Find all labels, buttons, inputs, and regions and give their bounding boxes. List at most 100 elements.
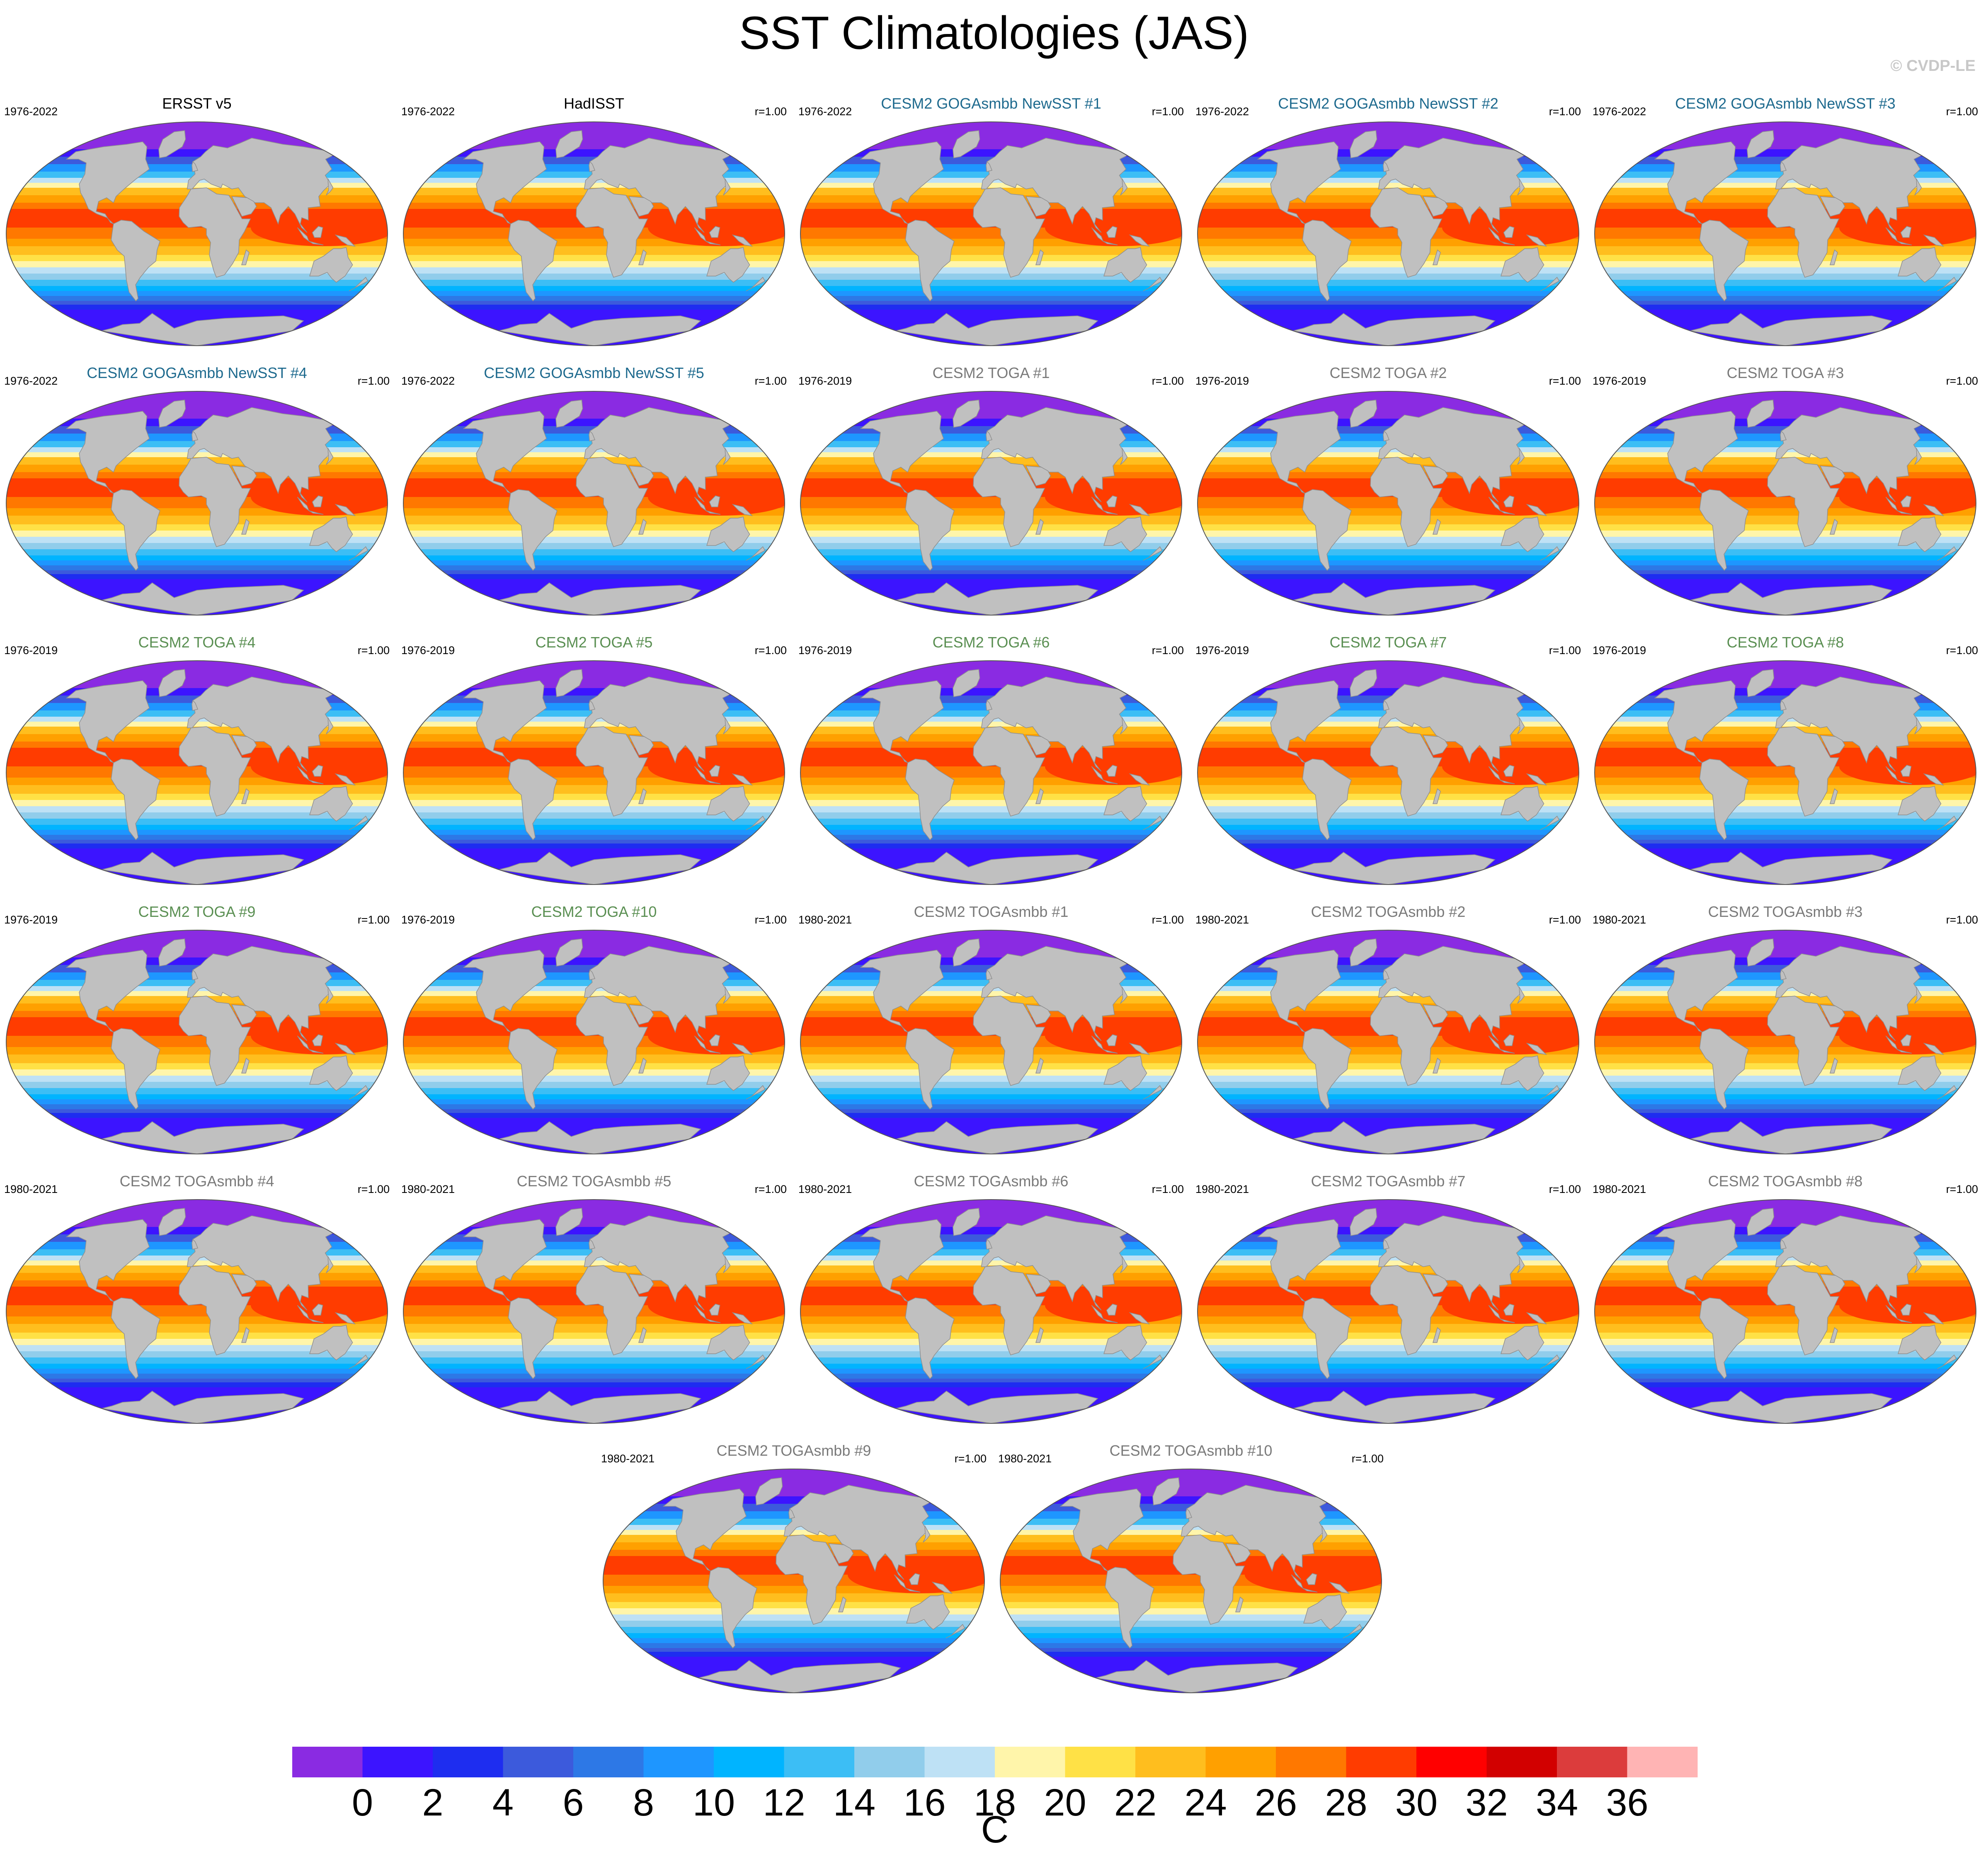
land-south-america xyxy=(508,1297,558,1379)
land-north-america xyxy=(1654,950,1738,1033)
land-japan xyxy=(723,447,731,465)
land-africa xyxy=(1370,187,1443,278)
panel-title: CESM2 TOGAsmbb #3 xyxy=(1708,903,1863,920)
panel-correlation: r=1.00 xyxy=(1152,1183,1184,1195)
sst-band xyxy=(1198,1076,1579,1082)
sst-band xyxy=(1595,280,1976,286)
sst-band xyxy=(1595,286,1976,291)
sst-band xyxy=(6,267,388,274)
warm-pool xyxy=(1045,209,1182,246)
land-borneo xyxy=(909,1573,920,1585)
sst-band xyxy=(800,1069,1182,1076)
land-africa xyxy=(179,996,251,1086)
land-eurasia xyxy=(187,138,334,233)
map-border xyxy=(403,1199,785,1424)
colorbar-tick-label: 16 xyxy=(903,1782,946,1824)
colorbar-tick-label: 24 xyxy=(1184,1782,1227,1824)
sst-band xyxy=(403,1382,785,1388)
warm-pool xyxy=(1442,478,1579,516)
colorbar-tick-label: 14 xyxy=(833,1782,875,1824)
panel-period: 1976-2022 xyxy=(798,105,852,118)
sst-map xyxy=(1197,930,1579,1154)
land-south-america xyxy=(111,1297,160,1379)
land-africa xyxy=(179,457,251,547)
warm-pool xyxy=(1442,209,1579,246)
land-antarctica xyxy=(896,852,1098,885)
land-new-zealand xyxy=(349,546,369,561)
sst-band xyxy=(800,1333,1182,1339)
panel-correlation: r=1.00 xyxy=(1946,644,1978,657)
sst-map xyxy=(800,391,1182,616)
land-uk xyxy=(1780,1239,1787,1250)
sst-band xyxy=(1198,1104,1579,1110)
land-japan xyxy=(1120,717,1128,734)
land-arabia xyxy=(1423,1274,1448,1294)
sst-band xyxy=(403,531,785,537)
land-antarctica xyxy=(499,582,701,615)
colorbar-swatch xyxy=(854,1747,925,1777)
land-south-america xyxy=(508,1028,558,1110)
sst-band xyxy=(800,565,1182,571)
sst-band xyxy=(800,549,1182,556)
land-antarctica xyxy=(896,313,1098,346)
land-antarctica xyxy=(102,852,304,885)
land-africa xyxy=(1767,726,1840,817)
land-australia xyxy=(309,1325,353,1360)
land-africa xyxy=(576,1265,648,1355)
panel-title: CESM2 GOGAsmbb NewSST #4 xyxy=(87,364,307,381)
land-australia xyxy=(706,247,750,283)
land-new-zealand xyxy=(1937,1354,1957,1369)
panel-period: 1976-2019 xyxy=(798,375,852,387)
land-australia xyxy=(309,1055,353,1091)
sst-band xyxy=(403,1113,785,1118)
sst-band xyxy=(6,806,388,813)
map-border xyxy=(800,121,1182,346)
sst-band xyxy=(1198,549,1579,556)
sst-band xyxy=(6,830,388,835)
sst-band xyxy=(800,1357,1182,1364)
land-japan xyxy=(326,717,334,734)
land-eurasia xyxy=(981,138,1128,233)
land-antarctica xyxy=(1690,852,1893,885)
land-borneo xyxy=(709,495,720,507)
land-australia xyxy=(1103,1325,1147,1360)
land-madagascar xyxy=(1035,1327,1044,1343)
sst-band xyxy=(1198,296,1579,301)
land-indonesia-b xyxy=(705,1049,721,1054)
land-borneo xyxy=(709,765,720,777)
panel-title: CESM2 TOGA #9 xyxy=(138,903,256,920)
land-new-guinea xyxy=(1923,1042,1944,1055)
panel-period: 1976-2019 xyxy=(798,644,852,657)
sst-map xyxy=(800,660,1182,885)
land-greenland xyxy=(755,1477,783,1505)
sst-band xyxy=(1595,296,1976,301)
sst-band xyxy=(403,286,785,291)
sst-band xyxy=(6,1109,388,1113)
land-north-america xyxy=(1654,411,1738,494)
sst-band xyxy=(1000,1652,1382,1657)
land-indonesia-b xyxy=(1302,1588,1318,1593)
sst-band xyxy=(1198,1382,1579,1388)
sst-band xyxy=(800,1109,1182,1113)
map-border xyxy=(403,660,785,885)
sst-band xyxy=(1595,785,1976,794)
land-north-america xyxy=(463,1219,547,1302)
map-border xyxy=(800,930,1182,1154)
land-antarctica xyxy=(1690,1391,1893,1423)
map-border xyxy=(6,121,388,346)
land-madagascar xyxy=(1432,519,1441,535)
sst-band xyxy=(603,1652,984,1657)
sst-band xyxy=(1595,516,1976,525)
land-arabia xyxy=(1423,465,1448,486)
land-new-zealand xyxy=(1540,1354,1560,1369)
sst-band xyxy=(6,305,388,310)
sst-band xyxy=(800,280,1182,286)
panel-title: CESM2 TOGA #4 xyxy=(138,634,256,651)
land-borneo xyxy=(1106,765,1118,777)
sst-band xyxy=(6,524,388,531)
land-africa xyxy=(1370,457,1443,547)
land-japan xyxy=(1120,986,1128,1004)
land-new-guinea xyxy=(335,504,356,516)
land-borneo xyxy=(709,1034,720,1046)
sst-band xyxy=(800,1088,1182,1095)
